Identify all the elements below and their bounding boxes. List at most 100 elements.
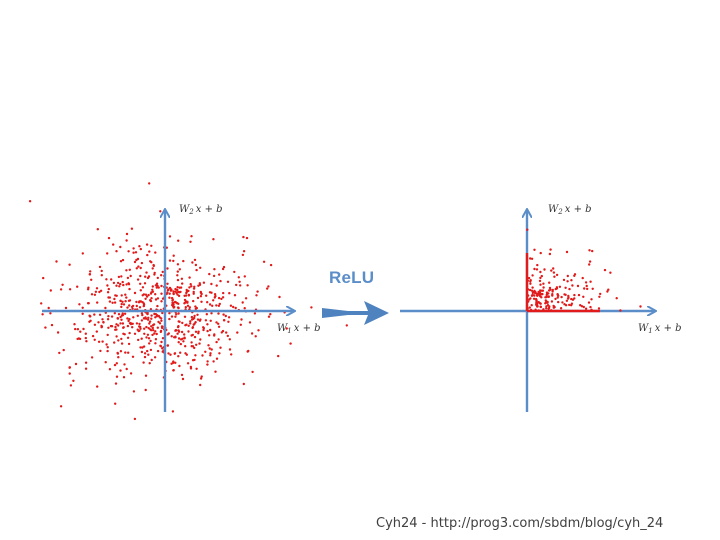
right-scatter-point — [539, 283, 542, 286]
left-scatter-point — [89, 270, 92, 273]
left-scatter-point — [175, 313, 178, 316]
left-scatter-point — [152, 323, 156, 326]
left-scatter-point — [144, 293, 148, 296]
left-scatter-point — [106, 284, 109, 287]
left-scatter-point — [149, 328, 152, 331]
left-scatter-point — [160, 317, 163, 320]
left-scatter-point — [269, 313, 272, 316]
left-scatter-point — [99, 349, 102, 353]
left-scatter-point — [149, 339, 152, 343]
left-scatter-point — [116, 317, 119, 320]
left-scatter-point — [154, 313, 158, 316]
left-scatter-point — [176, 274, 179, 277]
left-scatter-point — [177, 341, 180, 344]
left-scatter-point — [207, 344, 210, 347]
left-scatter-point — [115, 284, 118, 287]
left-scatter-point — [141, 313, 144, 317]
left-scatter-point — [217, 325, 221, 328]
left-scatter-point — [107, 326, 110, 329]
left-scatter-point — [195, 268, 198, 272]
left-scatter-point — [98, 313, 102, 316]
left-scatter-point — [76, 328, 80, 331]
left-scatter-point — [168, 259, 172, 262]
right-scatter-point — [547, 289, 551, 292]
left-scatter-point — [176, 302, 179, 305]
left-scatter-point — [119, 260, 123, 263]
right-scatter-point — [561, 301, 564, 304]
left-scatter-point — [262, 260, 266, 263]
left-scatter-point — [121, 322, 125, 325]
left-scatter-point — [156, 304, 159, 308]
right-scatter-point — [531, 286, 534, 289]
left-scatter-point — [235, 283, 238, 287]
left-scatter-point — [196, 296, 200, 300]
right-scatter-point — [540, 293, 543, 296]
left-scatter-point — [172, 360, 175, 363]
left-scatter-point — [228, 348, 232, 351]
left-scatter-point — [81, 306, 84, 309]
left-scatter-point — [115, 328, 118, 331]
left-scatter-point — [113, 297, 116, 301]
left-scatter-point — [124, 300, 127, 303]
left-scatter-point — [196, 318, 200, 321]
left-scatter-point — [171, 301, 174, 305]
left-scatter-point — [161, 297, 165, 300]
right-scatter-point — [571, 298, 575, 301]
left-scatter-point — [61, 283, 64, 286]
left-scatter-point — [189, 320, 192, 323]
right-scatter-point — [544, 302, 547, 305]
left-scatter-point — [168, 312, 171, 315]
left-scatter-point — [138, 245, 141, 248]
left-scatter-point — [215, 321, 218, 324]
left-scatter-point — [143, 352, 147, 355]
left-scatter-point — [140, 337, 143, 340]
left-scatter-point — [188, 306, 191, 309]
left-scatter-point — [121, 258, 125, 262]
right-scatter-point — [560, 295, 563, 299]
left-scatter-point — [110, 278, 113, 281]
left-scatter-point — [218, 302, 221, 306]
left-scatter-point — [126, 276, 130, 280]
right-scatter-point — [589, 280, 592, 283]
left-scatter-point — [189, 283, 192, 286]
left-scatter-point — [209, 328, 212, 332]
left-scatter-point — [108, 368, 112, 371]
left-scatter-point — [193, 314, 196, 318]
left-scatter-point — [166, 289, 170, 292]
left-scatter-point — [183, 333, 186, 336]
right-scatter-point — [539, 289, 542, 292]
left-scatter-point — [157, 286, 160, 289]
left-scatter-point — [108, 300, 112, 303]
left-scatter-point — [213, 293, 217, 296]
left-scatter-point — [151, 333, 154, 337]
left-scatter-point — [242, 382, 245, 386]
left-scatter-point — [192, 292, 195, 295]
left-scatter-point — [174, 361, 177, 364]
left-scatter-point — [62, 348, 65, 352]
left-scatter-point — [136, 328, 139, 331]
right-scatter-point — [609, 271, 612, 274]
left-scatter-point — [68, 366, 72, 369]
left-scatter-point — [227, 320, 230, 323]
right-scatter-point — [542, 308, 545, 311]
left-scatter-point — [147, 293, 150, 297]
left-scatter-point — [218, 352, 221, 355]
left-scatter-point — [125, 367, 128, 371]
left-scatter-point — [239, 323, 242, 326]
right-scatter-point — [548, 252, 552, 256]
left-scatter-point — [55, 260, 58, 263]
left-scatter-point — [253, 312, 257, 315]
left-scatter-point — [170, 315, 174, 318]
left-scatter-point — [108, 296, 112, 299]
right-scatter-point — [566, 274, 569, 278]
left-scatter-point — [168, 235, 172, 238]
left-scatter-point — [202, 281, 206, 284]
right-scatter-point — [607, 288, 610, 291]
left-plot: W2 x + b W1 x + b — [28, 182, 348, 421]
right-scatter-point — [603, 268, 607, 272]
left-scatter-point — [278, 295, 281, 299]
right-scatter-point — [573, 274, 576, 277]
left-scatter-point — [168, 317, 171, 321]
left-scatter-point — [132, 247, 135, 250]
left-scatter-point — [193, 258, 197, 262]
